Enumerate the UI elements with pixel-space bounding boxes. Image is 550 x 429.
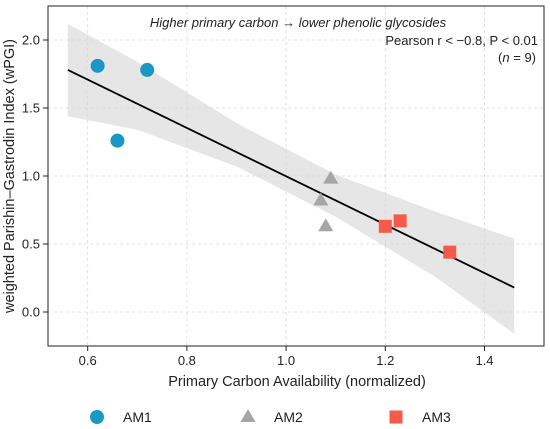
annotation-n: n [502,50,509,65]
y-tick-label: 0.0 [22,305,40,320]
data-points [90,58,457,259]
y-axis-title: weighted Parishin–Gastrodin Index (wPGI) [2,39,18,314]
y-ticks: 0.0 0.5 1.0 1.5 2.0 [22,33,48,320]
am1-point [110,133,125,148]
legend-marker-am3 [389,410,403,424]
legend-label-am2: AM2 [274,409,303,425]
am2-point [318,218,334,232]
x-tick-label: 0.6 [79,353,97,368]
am2-point [313,192,329,206]
annotation-paren-open: ( [498,50,503,65]
am1-point [140,62,155,77]
annotation-sample-size: (n = 9) [498,50,536,65]
legend-marker-am2 [240,409,256,422]
y-tick-label: 2.0 [22,33,40,48]
am3-point [443,245,457,259]
am1-point [90,58,105,73]
x-tick-label: 1.2 [376,353,394,368]
legend-label-am1: AM1 [123,409,152,425]
am2-point [323,170,339,184]
x-tick-label: 0.8 [178,353,196,368]
y-tick-label: 1.5 [22,101,40,116]
x-tick-label: 1.4 [475,353,493,368]
annotation-trend: Higher primary carbon → lower phenolic g… [150,15,447,30]
legend-marker-am1 [90,410,104,424]
legend-label-am3: AM3 [422,409,451,425]
legend: AM1 AM2 AM3 [90,409,451,425]
annotation-n-value: = 9) [510,50,536,65]
x-ticks: 0.6 0.8 1.0 1.2 1.4 [79,346,494,368]
x-axis-title: Primary Carbon Availability (normalized) [168,374,426,390]
x-tick-label: 1.0 [277,353,295,368]
y-tick-label: 1.0 [22,169,40,184]
y-tick-label: 0.5 [22,237,40,252]
am3-point [378,219,392,233]
regression-line [67,69,515,289]
am3-point [393,214,407,228]
annotation-pearson: Pearson r < −0.8, P < 0.01 [385,33,538,48]
